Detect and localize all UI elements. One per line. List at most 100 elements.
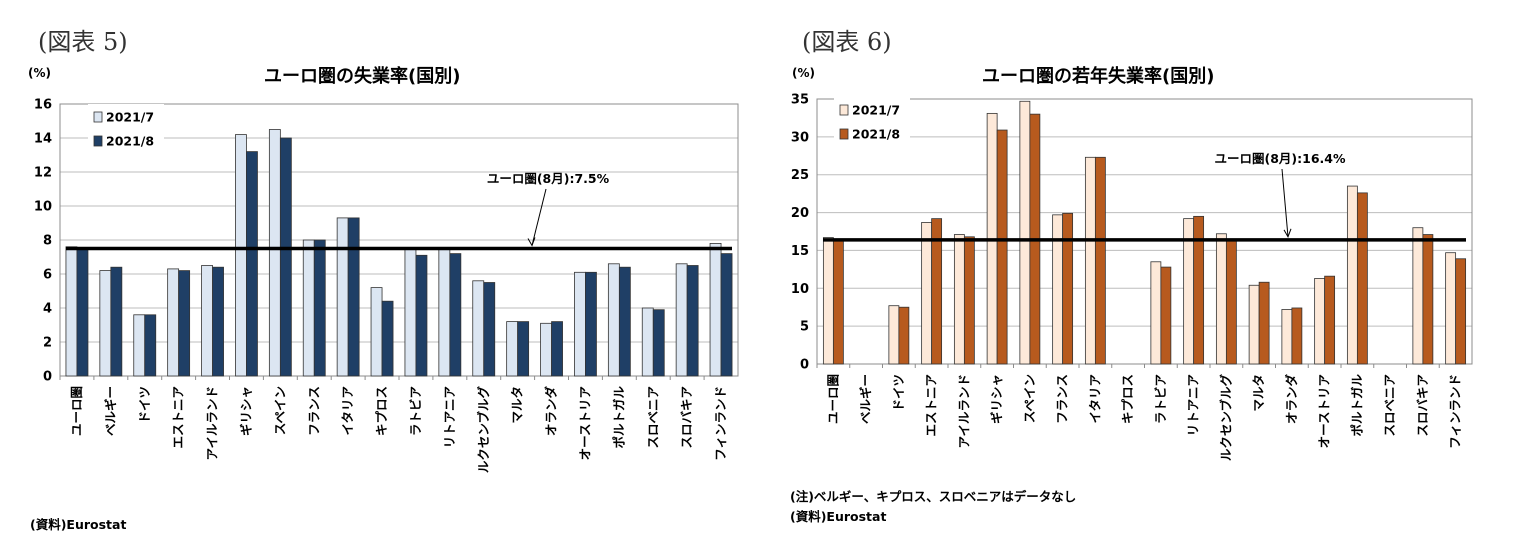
bar-series2 (1225, 239, 1237, 365)
legend-swatch (839, 128, 849, 140)
bar-series1 (1052, 214, 1064, 365)
bar-series1 (506, 321, 519, 377)
bar-series1 (1314, 278, 1326, 365)
bar-series2 (652, 309, 665, 377)
legend-label: 2021/8 (852, 127, 900, 142)
y-tick-label: 16 (34, 98, 52, 113)
bar-series2 (212, 266, 224, 377)
bar-series1 (607, 263, 620, 377)
x-category-label: アイルランド (205, 386, 220, 460)
bar-series1 (540, 322, 552, 377)
y-tick-label: 10 (34, 200, 52, 215)
unit-label: (%) (28, 66, 51, 80)
y-tick-label: 4 (43, 302, 52, 317)
x-category-label: オーストリア (1317, 374, 1332, 448)
x-category-label: スロバキア (1415, 374, 1430, 437)
source-note: (資料)Eurostat (790, 509, 887, 524)
bar-series2 (347, 217, 360, 377)
y-tick-label: 2 (43, 336, 52, 351)
bar-series2 (963, 236, 975, 365)
bar-series2 (279, 137, 292, 377)
x-category-label: ベルギー (858, 374, 873, 424)
bar-series2 (144, 314, 157, 377)
bar-series1 (1445, 252, 1457, 365)
x-category-label: アイルランド (956, 374, 971, 448)
y-tick-label: 35 (791, 93, 809, 108)
bar-series1 (99, 270, 112, 377)
y-tick-label: 12 (34, 166, 52, 181)
x-category-label: リトアニア (1186, 374, 1201, 436)
bar-series2 (110, 266, 123, 377)
x-category-label: マルタ (510, 386, 525, 424)
bar-series2 (585, 271, 597, 377)
annotation-arrowhead (1283, 228, 1292, 239)
bar-series1 (709, 242, 722, 377)
x-category-label: キプロス (1120, 374, 1135, 424)
unit-label: (%) (792, 66, 815, 80)
bar-series2 (178, 270, 191, 377)
bar-series2 (246, 151, 258, 377)
bar-series1 (822, 237, 834, 365)
x-category-label: スペイン (272, 386, 287, 435)
legend-label: 2021/7 (852, 103, 900, 118)
x-category-label: オランダ (1284, 374, 1299, 425)
bar-series1 (1150, 261, 1162, 365)
chart-panel-unemployment: (図表 5) (%) ユーロ圏の失業率(国別) 0 2 4 6 8 10 12 14 16 ユーロ… (28, 28, 739, 532)
bar-series2 (898, 306, 910, 365)
chart-panel-youth-unemployment: (図表 6) (%) ユーロ圏の若年失業率(国別) 0 5 10 15 20 25 30 35… (760, 0, 1513, 550)
bar-series2 (1094, 156, 1106, 365)
annotation-leader (531, 188, 547, 246)
bar-series2 (483, 282, 496, 377)
bar-series2 (1193, 215, 1205, 365)
y-tick-label: 20 (791, 206, 809, 221)
y-tick-label: 5 (800, 320, 809, 335)
x-category-label: ギリシャ (989, 374, 1004, 424)
bar-series2 (832, 239, 844, 365)
y-tick-label: 0 (43, 370, 52, 385)
bar-series1 (404, 248, 417, 377)
legend-swatch (93, 135, 103, 147)
bar-series2 (551, 321, 563, 377)
plot-area (816, 98, 1473, 365)
x-category-label: スロベニア (645, 386, 660, 449)
bar-series1 (1248, 284, 1260, 365)
x-category-label: ルクセンブルグ (476, 386, 491, 474)
bar-series2 (686, 265, 699, 377)
legend-label: 2021/7 (106, 110, 154, 125)
bar-series1 (1412, 227, 1424, 365)
bar-series2 (381, 300, 394, 377)
x-category-label: フィンランド (1448, 374, 1463, 449)
youth-unemployment-chart: 0 5 10 15 20 25 30 35 ユーロ圏 ベルギー ドイツ エストニア アイルランド ギリシャ… (791, 93, 1473, 461)
bar-series1 (133, 314, 146, 377)
bar-series1 (921, 222, 933, 365)
bar-series1 (675, 263, 688, 377)
bar-series1 (472, 280, 485, 377)
annotation-leader (1281, 168, 1289, 237)
y-tick-label: 14 (34, 132, 52, 147)
x-category-label: エストニア (171, 386, 186, 449)
footnote: (注)ベルギー、キプロス、スロベニアはデータなし (790, 489, 1077, 504)
bar-series2 (415, 254, 428, 377)
bar-series2 (931, 218, 943, 365)
bar-series2 (76, 248, 89, 377)
x-category-label: オランダ (544, 386, 559, 437)
average-line-label: ユーロ圏(8月):7.5% (487, 171, 610, 186)
average-line-label: ユーロ圏(8月):16.4% (1215, 151, 1346, 166)
bar-series1 (235, 134, 247, 377)
bar-series2 (1258, 281, 1270, 365)
bar-series1 (1346, 185, 1358, 365)
bar-series1 (1084, 156, 1096, 365)
x-category-label: ユーロ圏 (69, 386, 84, 436)
bar-series2 (1356, 192, 1368, 365)
bar-series1 (888, 305, 900, 365)
x-category-label: ラトビア (1153, 374, 1168, 424)
bar-series2 (996, 129, 1008, 365)
x-category-label: ベルギー (103, 386, 118, 436)
legend-swatch (839, 104, 849, 116)
bar-series2 (1422, 234, 1434, 365)
chart-title: ユーロ圏の失業率(国別) (264, 66, 461, 87)
x-category-label: イタリア (340, 386, 355, 436)
bar-series1 (268, 129, 281, 377)
x-category-label: フィンランド (713, 386, 728, 461)
source-note: (資料)Eurostat (30, 517, 127, 532)
